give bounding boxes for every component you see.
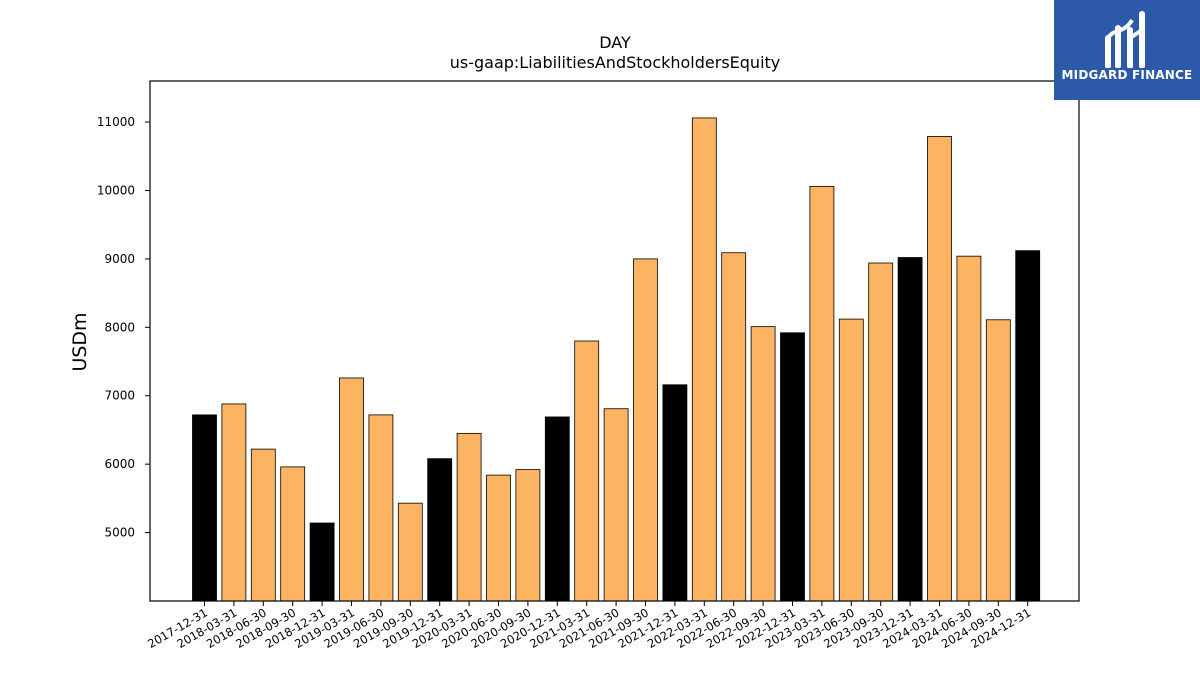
bar-2019-09-30 bbox=[397, 502, 423, 602]
bar-2024-09-30 bbox=[985, 319, 1011, 602]
y-tick-label: 5000 bbox=[104, 526, 135, 540]
bar-2020-06-30 bbox=[486, 474, 511, 602]
bar-2023-06-30 bbox=[838, 318, 864, 602]
bar-2022-09-30 bbox=[750, 326, 776, 602]
bar-2023-12-31 bbox=[897, 257, 923, 602]
bar-2022-06-30 bbox=[721, 252, 747, 602]
y-tick-label: 6000 bbox=[104, 457, 135, 471]
y-axis-ticks: 5000 6000 7000 8000 9000 10000 11000 bbox=[97, 115, 150, 540]
y-tick-label: 7000 bbox=[104, 389, 135, 403]
midgard-logo-mark-icon bbox=[1105, 11, 1145, 68]
bar-2023-09-30 bbox=[868, 262, 894, 602]
bar-2021-06-30 bbox=[603, 408, 629, 602]
bars-group bbox=[192, 117, 1041, 602]
bar-2018-06-30 bbox=[250, 448, 276, 602]
y-tick-label: 11000 bbox=[97, 115, 135, 129]
y-axis-label: USDm bbox=[69, 312, 91, 371]
bar-2023-03-31 bbox=[809, 185, 835, 602]
y-tick-label: 8000 bbox=[104, 320, 135, 334]
bar-2019-06-30 bbox=[368, 414, 394, 602]
x-axis-ticks: 2017-12-312018-03-312018-06-302018-09-30… bbox=[145, 601, 1033, 651]
bar-2020-09-30 bbox=[515, 469, 541, 602]
midgard-finance-logo: MIDGARD FINANCE bbox=[1054, 0, 1200, 100]
bar-2021-12-31 bbox=[662, 384, 688, 602]
bar-2021-09-30 bbox=[633, 258, 658, 602]
bar-2022-03-31 bbox=[691, 117, 717, 602]
logo-text: MIDGARD FINANCE bbox=[1061, 68, 1193, 82]
bar-2019-12-31 bbox=[427, 458, 453, 602]
bar-2017-12-31 bbox=[192, 414, 217, 602]
bar-2020-03-31 bbox=[456, 432, 482, 602]
bar-2024-06-30 bbox=[956, 255, 982, 602]
bar-2020-12-31 bbox=[544, 416, 570, 602]
y-tick-label: 10000 bbox=[97, 183, 135, 197]
bar-2024-03-31 bbox=[927, 136, 952, 602]
bar-2019-03-31 bbox=[339, 377, 364, 602]
bar-2018-09-30 bbox=[280, 466, 306, 602]
chart-subtitle: us-gaap:LiabilitiesAndStockholdersEquity bbox=[450, 53, 781, 72]
bar-2022-12-31 bbox=[780, 332, 805, 602]
plot-area-frame bbox=[149, 80, 1080, 602]
bar-2021-03-31 bbox=[574, 340, 600, 602]
bar-2024-12-31 bbox=[1015, 250, 1041, 602]
y-tick-label: 9000 bbox=[104, 252, 135, 266]
chart-title: DAY bbox=[599, 33, 631, 52]
bar-2018-12-31 bbox=[309, 522, 335, 602]
bar-2018-03-31 bbox=[221, 403, 247, 602]
